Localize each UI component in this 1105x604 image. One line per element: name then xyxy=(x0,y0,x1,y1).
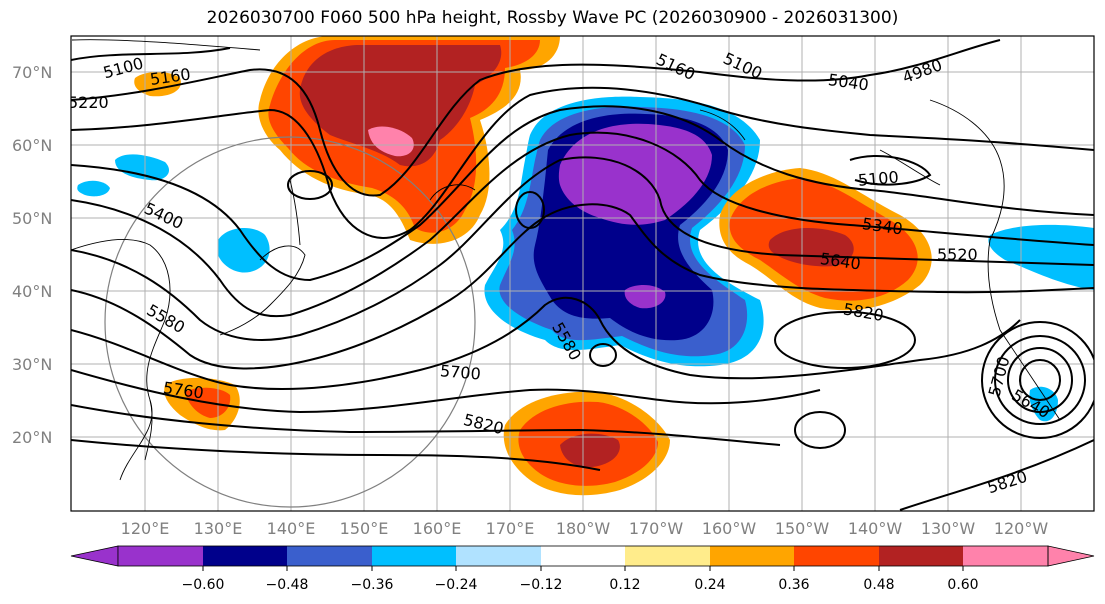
map-content: 5100 5160 5220 5400 5580 5760 5700 5820 … xyxy=(68,36,1094,511)
colorbar-extend-high xyxy=(1047,545,1095,567)
colorbar-segment xyxy=(372,546,456,566)
colorbar-tick-label: −0.60 xyxy=(182,577,225,593)
colorbar-extend-low xyxy=(70,545,119,567)
colorbar-tick-label: 0.48 xyxy=(863,577,894,593)
colorbar-tick-label: −0.12 xyxy=(520,577,563,593)
colorbar-segment xyxy=(625,546,710,566)
positive-anomaly-subtropical-core xyxy=(560,433,620,468)
colorbar-segment xyxy=(541,546,625,566)
coastlines xyxy=(71,39,1061,481)
lat-label-40n: 40°N xyxy=(12,282,52,301)
lon-label-120e: 120°E xyxy=(121,519,170,538)
colorbar-tick-label: 0.24 xyxy=(694,577,725,593)
contour-label: 5700 xyxy=(439,361,481,383)
positive-anomaly-okhotsk-3 xyxy=(299,45,502,167)
colorbar-tick-label: −0.48 xyxy=(266,577,309,593)
colorbar-tick-label: 0.12 xyxy=(609,577,640,593)
lat-label-30n: 30°N xyxy=(12,355,52,374)
lon-label-170e: 170°E xyxy=(486,519,535,538)
colorbar-tick-label: −0.36 xyxy=(351,577,394,593)
lon-label-160w: 160°W xyxy=(702,519,757,538)
colorbar-frame xyxy=(117,545,1049,567)
height-contours xyxy=(71,39,1094,511)
colorbar-segment xyxy=(287,546,372,566)
colorbar-tick-label: 0.36 xyxy=(778,577,809,593)
colorbar-tick-label: −0.24 xyxy=(435,577,478,593)
lon-label-160e: 160°E xyxy=(413,519,462,538)
latitude-labels: 70°N 60°N 50°N 40°N 30°N 20°N xyxy=(12,63,52,447)
colorbar-segment xyxy=(203,546,287,566)
colorbar: −0.60 −0.48 −0.36 −0.24 −0.12 0.12 0.24 … xyxy=(70,545,1095,593)
colorbar-segment xyxy=(118,546,203,566)
contour-label: 5520 xyxy=(937,245,978,264)
lat-label-20n: 20°N xyxy=(12,428,52,447)
lat-label-50n: 50°N xyxy=(12,209,52,228)
contour-label: 5220 xyxy=(68,93,109,112)
lon-label-140w: 140°W xyxy=(848,519,903,538)
lon-label-130e: 130°E xyxy=(194,519,243,538)
positive-anomaly-okhotsk-core xyxy=(368,126,414,157)
range-circle xyxy=(104,136,476,508)
lat-label-70n: 70°N xyxy=(12,63,52,82)
contour-label: 5100 xyxy=(857,167,899,189)
lon-label-120w: 120°W xyxy=(994,519,1049,538)
lon-label-140e: 140°E xyxy=(267,519,316,538)
negative-anomaly-japan xyxy=(218,228,270,273)
colorbar-segment xyxy=(794,546,879,566)
lon-label-130w: 130°W xyxy=(921,519,976,538)
lon-label-150w: 150°W xyxy=(775,519,830,538)
negative-anomaly-bering-core xyxy=(558,123,712,225)
colorbar-segment xyxy=(963,546,1048,566)
map-title: 2026030700 F060 500 hPa height, Rossby W… xyxy=(206,8,899,28)
colorbar-segment xyxy=(456,546,541,566)
lat-label-60n: 60°N xyxy=(12,136,52,155)
negative-anomaly-west-pacific xyxy=(115,154,170,181)
colorbar-segment xyxy=(879,546,963,566)
lon-label-180w: 180°W xyxy=(556,519,611,538)
colorbar-tick-label: 0.60 xyxy=(947,577,978,593)
colorbar-segment xyxy=(710,546,794,566)
negative-anomaly-west-coast xyxy=(988,224,1094,290)
lon-label-150e: 150°E xyxy=(340,519,389,538)
longitude-labels: 120°E 130°E 140°E 150°E 160°E 170°E 180°… xyxy=(121,519,1049,538)
map-frame xyxy=(70,35,1095,512)
lon-label-170w: 170°W xyxy=(629,519,684,538)
negative-anomaly-far-west xyxy=(77,180,110,197)
